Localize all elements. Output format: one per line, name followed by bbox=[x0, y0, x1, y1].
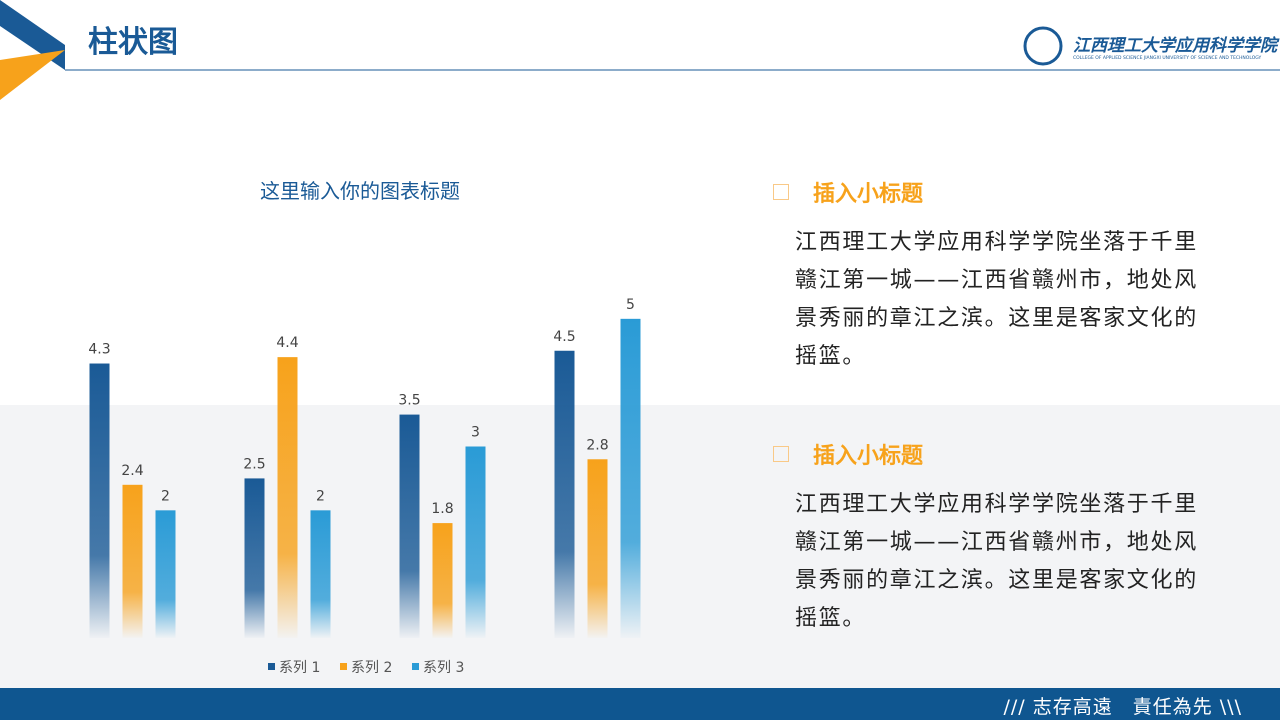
data-label: 4.5 bbox=[553, 329, 575, 345]
footer-bar bbox=[0, 688, 1280, 720]
legend-label: 系列 3 bbox=[423, 660, 464, 676]
legend-label: 系列 2 bbox=[351, 660, 392, 676]
chart-title: 这里输入你的图表标题 bbox=[260, 179, 460, 203]
page-title: 柱状图 bbox=[88, 25, 178, 60]
section: 插入小标题 江西理工大学应用科学学院坐落于千里赣江第一城——江西省赣州市，地处风… bbox=[773, 176, 1213, 376]
footer-motto: /// 志存高遠 責任為先 \\\ bbox=[1004, 696, 1243, 718]
heading-text: 插入小标题 bbox=[813, 182, 924, 207]
bullet bbox=[773, 446, 789, 462]
legend-label: 系列 1 bbox=[279, 660, 320, 676]
legend-swatch bbox=[340, 663, 347, 670]
data-label: 2 bbox=[161, 488, 170, 504]
bar bbox=[244, 478, 265, 638]
bar bbox=[155, 510, 176, 638]
section-text: 江西理工大学应用科学学院坐落于千里赣江第一城——江西省赣州市，地处风景秀丽的章江… bbox=[795, 492, 1198, 631]
section-heading: 插入小标题 bbox=[773, 438, 1213, 470]
bar bbox=[620, 318, 641, 638]
data-label: 1.8 bbox=[431, 501, 453, 517]
bar bbox=[399, 414, 420, 638]
bar bbox=[432, 523, 453, 638]
logo-subtitle: COLLEGE OF APPLIED SCIENCE JIANGXI UNIVE… bbox=[1073, 55, 1261, 61]
section-heading: 插入小标题 bbox=[773, 176, 1213, 208]
corner-orange bbox=[0, 50, 65, 100]
bar bbox=[310, 510, 331, 638]
heading-text: 插入小标题 bbox=[813, 444, 924, 469]
data-label: 2.8 bbox=[586, 437, 608, 453]
data-label: 5 bbox=[626, 297, 635, 313]
bar bbox=[89, 363, 110, 638]
data-label: 2 bbox=[316, 488, 325, 504]
data-label: 3.5 bbox=[398, 393, 420, 409]
bar bbox=[122, 484, 143, 638]
bar bbox=[554, 350, 575, 638]
bar bbox=[587, 459, 608, 638]
section-text: 江西理工大学应用科学学院坐落于千里赣江第一城——江西省赣州市，地处风景秀丽的章江… bbox=[795, 230, 1198, 369]
logo-name: 江西理工大学应用科学学院 bbox=[1073, 36, 1280, 56]
bullet bbox=[773, 184, 789, 200]
bar bbox=[277, 357, 298, 638]
logo-emblem bbox=[1023, 26, 1063, 66]
data-label: 2.4 bbox=[121, 463, 143, 479]
data-label: 4.3 bbox=[88, 342, 110, 358]
legend-swatch bbox=[412, 663, 419, 670]
legend-swatch bbox=[268, 663, 275, 670]
data-label: 4.4 bbox=[276, 335, 298, 351]
section: 插入小标题 江西理工大学应用科学学院坐落于千里赣江第一城——江西省赣州市，地处风… bbox=[773, 438, 1213, 638]
data-label: 3 bbox=[471, 425, 480, 441]
bar bbox=[465, 446, 486, 638]
data-label: 2.5 bbox=[243, 456, 265, 472]
